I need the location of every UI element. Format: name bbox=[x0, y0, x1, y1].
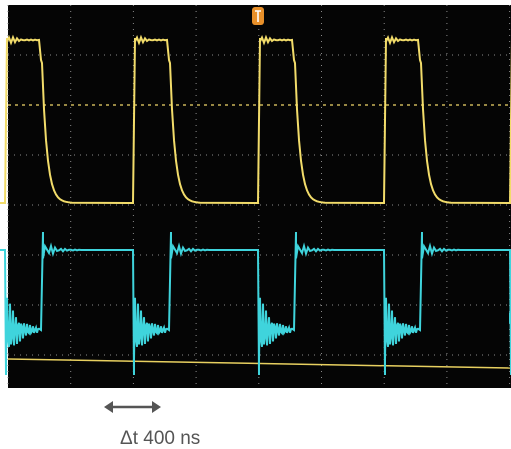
time-scale-label: Δt 400 ns bbox=[120, 428, 200, 449]
trigger-marker bbox=[252, 7, 264, 25]
cyan-trace bbox=[0, 231, 511, 376]
yellow-trace bbox=[0, 34, 511, 205]
time-arrow bbox=[104, 401, 161, 413]
